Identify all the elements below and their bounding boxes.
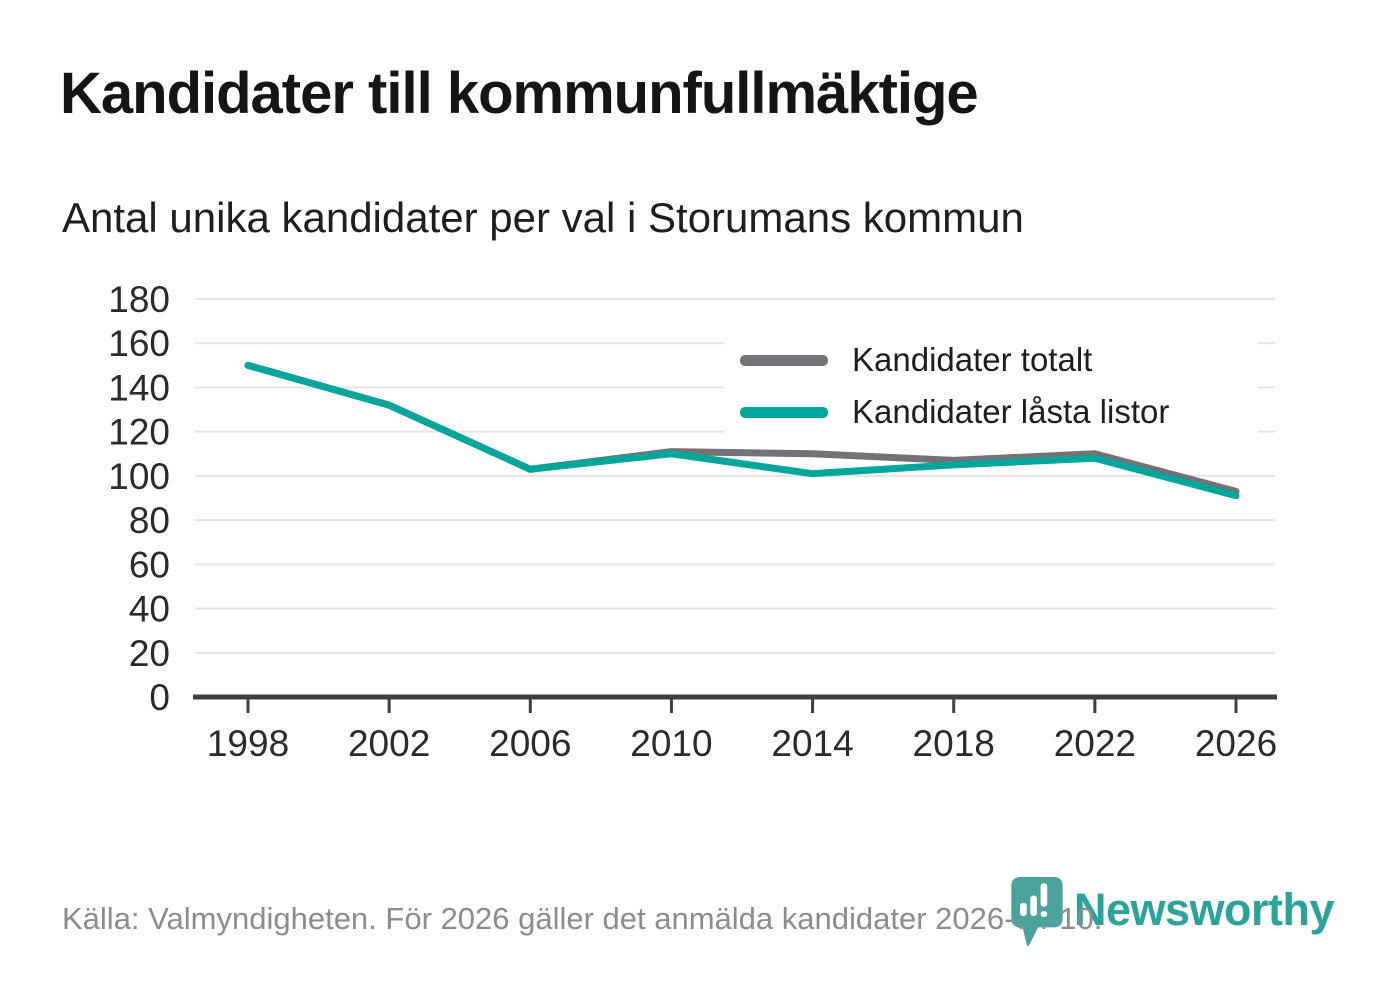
legend-label-totalt: Kandidater totalt: [852, 341, 1093, 378]
legend-item-kandidater-lasta-listor: Kandidater låsta listor: [740, 393, 1169, 431]
legend-label-lasta-listor: Kandidater låsta listor: [852, 393, 1170, 430]
newsworthy-wordmark: Newsworthy: [1074, 884, 1335, 935]
y-tick-label-140: 140: [108, 367, 170, 408]
legend-swatch-totalt-icon: [740, 354, 828, 366]
logo-bar-dot: [1040, 910, 1048, 918]
newsworthy-pin-icon: [1011, 877, 1063, 947]
legend-item-kandidater-totalt: Kandidater totalt: [740, 341, 1092, 379]
chart-legend: Kandidater totalt Kandidater låsta listo…: [724, 329, 1258, 443]
y-tick-label-100: 100: [108, 456, 170, 497]
source-note: Källa: Valmyndigheten. För 2026 gäller d…: [62, 901, 1103, 936]
y-tick-label-0: 0: [149, 677, 170, 718]
y-tick-label-120: 120: [108, 412, 170, 453]
x-tick-label-2010: 2010: [630, 723, 712, 764]
series-line-kandidater-lasta-listor: [244, 361, 1240, 500]
y-tick-label-40: 40: [129, 589, 170, 630]
logo-bar-medium: [1030, 895, 1037, 917]
x-tick-label-1998: 1998: [207, 723, 289, 764]
y-tick-label-160: 160: [108, 323, 170, 364]
page-title: Kandidater till kommunfullmäktige: [60, 61, 979, 126]
logo-bar-tall: [1040, 883, 1048, 907]
logo-bar-short: [1020, 902, 1027, 917]
y-tick-label-180: 180: [108, 279, 170, 320]
x-tick-label-2022: 2022: [1054, 723, 1136, 764]
y-tick-label-20: 20: [129, 633, 170, 674]
x-tick-label-2006: 2006: [489, 723, 571, 764]
legend-swatch-lasta-listor-icon: [740, 406, 828, 418]
page-subtitle: Antal unika kandidater per val i Storuma…: [62, 194, 1024, 241]
x-tick-label-2026: 2026: [1195, 723, 1277, 764]
x-tick-label-2014: 2014: [771, 723, 853, 764]
x-tick-label-2002: 2002: [348, 723, 430, 764]
y-tick-label-80: 80: [129, 500, 170, 541]
x-tick-label-2018: 2018: [913, 723, 995, 764]
y-tick-label-60: 60: [129, 544, 170, 585]
